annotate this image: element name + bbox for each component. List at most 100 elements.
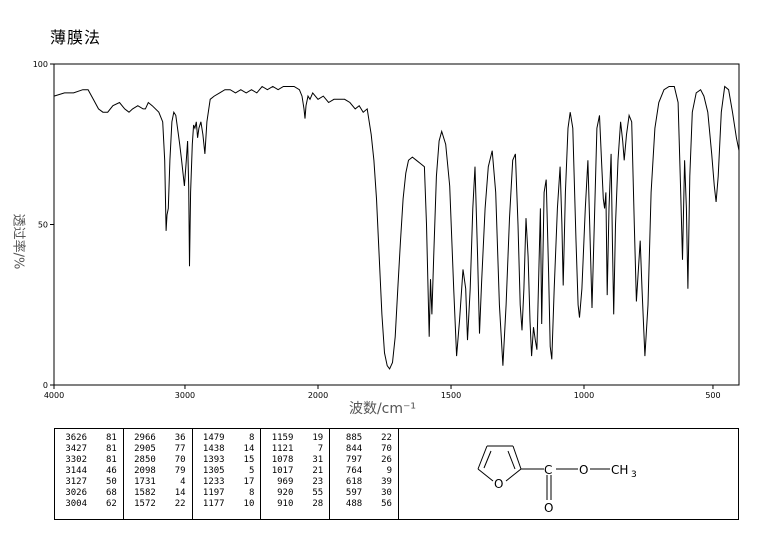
peak-wavenumber: 488: [345, 499, 363, 509]
peak-row: 1305 5: [197, 466, 255, 477]
peak-transmittance: 39: [381, 477, 392, 487]
peak-wavenumber: 1233: [202, 477, 225, 487]
y-tick-label: 50: [38, 221, 48, 230]
peak-wavenumber: 1121: [271, 444, 294, 454]
peak-transmittance: 19: [312, 433, 324, 443]
peak-wavenumber: 1731: [134, 477, 156, 487]
tick-layer: 4000 3000 2000 1500 1000 500 0 50 100: [33, 60, 721, 400]
peak-wavenumber: 597: [345, 488, 363, 498]
peak-wavenumber: 2966: [134, 433, 156, 443]
carbonyl-oxygen-atom: O: [544, 501, 553, 515]
peak-transmittance: 26: [381, 455, 392, 465]
peak-transmittance: 31: [312, 455, 324, 465]
peak-column: 3626 81 3427 81 3302 81 3144 46 3127 50 3026 68 3004…: [55, 429, 124, 519]
peak-row: 1121 7: [265, 444, 323, 455]
peak-wavenumber: 2098: [134, 466, 156, 476]
structure-drawing: O C O O CH 3: [477, 445, 637, 515]
peak-wavenumber: 3004: [65, 499, 87, 509]
peak-wavenumber: 3427: [65, 444, 87, 454]
peak-row: 920 55: [265, 488, 323, 499]
peak-table-box: 3626 81 3427 81 3302 81 3144 46 3127 50 3026 68 3004…: [54, 428, 739, 520]
peak-wavenumber: 1017: [271, 466, 294, 476]
x-tick-label: 500: [705, 391, 720, 400]
ir-spectrum-chart: 4000 3000 2000 1500 1000 500 0 50 100: [33, 60, 740, 400]
peak-row: 1731 4: [128, 477, 186, 488]
peak-row: 1159 19: [265, 433, 323, 444]
peak-wavenumber: 2850: [134, 455, 156, 465]
peak-wavenumber: 618: [345, 477, 363, 487]
peak-row: 597 30: [334, 488, 392, 499]
x-tick-label: 1000: [574, 391, 594, 400]
bond-line: [507, 450, 516, 470]
plot-frame: [53, 63, 740, 386]
peak-wavenumber: 3626: [65, 433, 87, 443]
peak-wavenumber: 2905: [134, 444, 156, 454]
peak-row: 618 39: [334, 477, 392, 488]
peak-row: 1438 14: [197, 444, 255, 455]
chart-svg: 4000 3000 2000 1500 1000 500 0 50 100: [33, 60, 740, 400]
peak-wavenumber: 1479: [202, 433, 225, 443]
peak-row: 3626 81: [59, 433, 117, 444]
spectrum-line: [53, 85, 740, 370]
peak-wavenumber: 797: [345, 455, 363, 465]
peak-wavenumber: 3302: [65, 455, 87, 465]
peak-transmittance: 8: [248, 488, 255, 498]
peak-row: 885 22: [334, 433, 392, 444]
peak-column: 2966 36 2905 77 2850 70 2098 79 1731 4 1582 14 1572 2…: [124, 429, 193, 519]
peak-row: 488 56: [334, 499, 392, 510]
peak-wavenumber: 1582: [134, 488, 156, 498]
methyl-group-label: CH: [611, 463, 628, 477]
peak-transmittance: 46: [105, 466, 117, 476]
peak-wavenumber: 1078: [271, 455, 294, 465]
peak-row: 1393 15: [197, 455, 255, 466]
peak-transmittance: 81: [105, 433, 117, 443]
peak-wavenumber: 1438: [202, 444, 225, 454]
methyl-subscript: 3: [631, 470, 637, 480]
peak-transmittance: 56: [381, 499, 392, 509]
peak-wavenumber: 3144: [65, 466, 87, 476]
peak-transmittance: 55: [312, 488, 324, 498]
peak-table: 3626 81 3427 81 3302 81 3144 46 3127 50 3026 68 3004…: [55, 429, 399, 519]
peak-column: 1159 19 1121 7 1078 31 1017 21 969 23 920 55 910 28: [261, 429, 331, 519]
bond-line: [477, 468, 494, 482]
peak-wavenumber: 885: [345, 433, 363, 443]
x-tick-label: 1500: [441, 391, 461, 400]
peak-transmittance: 5: [248, 466, 255, 476]
bond-line: [477, 445, 488, 470]
peak-row: 2098 79: [128, 466, 186, 477]
peak-transmittance: 68: [105, 488, 117, 498]
peak-row: 844 70: [334, 444, 392, 455]
peak-transmittance: 79: [174, 466, 186, 476]
carbonyl-carbon-atom: C: [544, 463, 552, 477]
bond-line: [505, 468, 522, 482]
peak-row: 2966 36: [128, 433, 185, 444]
peak-row: 3144 46: [59, 466, 117, 477]
x-tick-label: 2000: [308, 391, 328, 400]
ring-oxygen-atom: O: [494, 477, 503, 491]
peak-transmittance: 4: [180, 477, 186, 487]
peak-column: 1479 8 1438 14 1393 15 1305 5 1233 17 1197 8 1177 10: [193, 429, 262, 519]
peak-transmittance: 14: [243, 444, 255, 454]
peak-transmittance: 10: [243, 499, 255, 509]
peak-transmittance: 15: [243, 455, 255, 465]
peak-transmittance: 14: [174, 488, 186, 498]
peak-wavenumber: 1159: [271, 433, 294, 443]
peak-row: 1197 8: [197, 488, 255, 499]
peak-row: 969 23: [265, 477, 323, 488]
peak-transmittance: 30: [381, 488, 392, 498]
peak-transmittance: 17: [243, 477, 255, 487]
peak-row: 1078 31: [265, 455, 323, 466]
peak-row: 1233 17: [197, 477, 255, 488]
peak-wavenumber: 1305: [202, 466, 225, 476]
peak-row: 1572 22: [128, 499, 185, 510]
peak-transmittance: 70: [381, 444, 392, 454]
peak-transmittance: 21: [312, 466, 324, 476]
peak-wavenumber: 3026: [65, 488, 87, 498]
structure-panel: O C O O CH 3: [398, 429, 738, 519]
peak-row: 2905 77: [128, 444, 186, 455]
x-tick-label: 3000: [175, 391, 195, 400]
bond-line: [512, 445, 522, 470]
peak-transmittance: 9: [386, 466, 392, 476]
ester-oxygen-atom: O: [579, 463, 588, 477]
peak-transmittance: 77: [174, 444, 186, 454]
